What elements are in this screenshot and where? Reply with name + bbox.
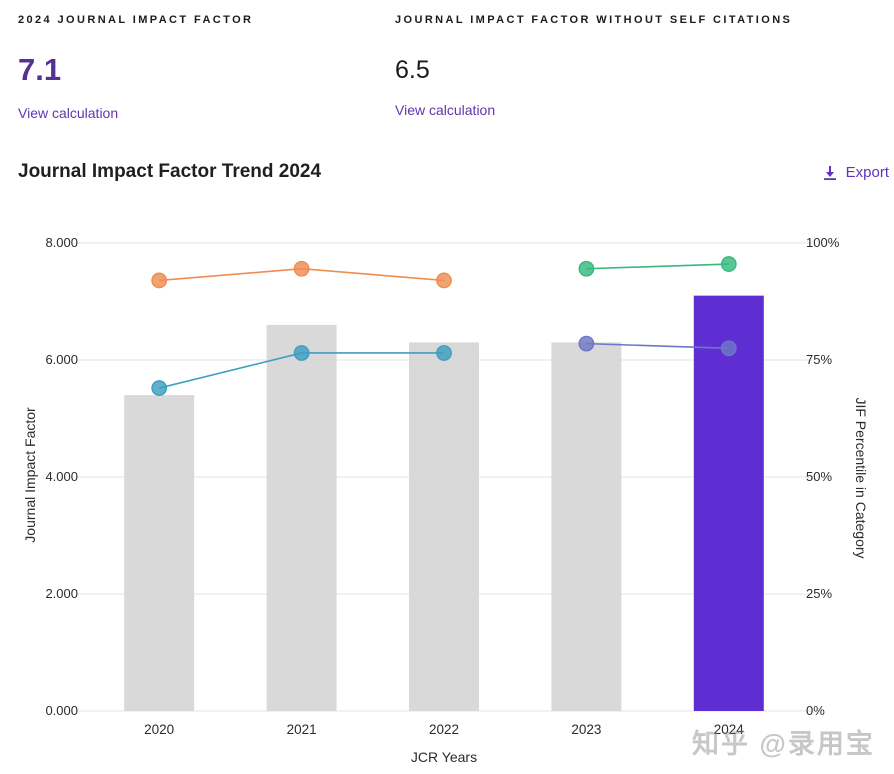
- jif-2024-stat: 2024 JOURNAL IMPACT FACTOR 7.1 View calc…: [18, 14, 253, 123]
- left-axis-tick: 8.000: [45, 235, 78, 250]
- bar-2023[interactable]: [551, 342, 622, 711]
- right-axis-tick: 50%: [806, 469, 833, 484]
- x-axis-label-2020: 2020: [144, 722, 175, 737]
- jif-percentile-line-3-point-2023[interactable]: [578, 260, 595, 277]
- jif-percentile-line-2-point-2022[interactable]: [436, 345, 452, 361]
- jif-2024-stat-value: 7.1: [18, 52, 62, 87]
- right-axis-tick: 25%: [806, 586, 833, 601]
- left-axis-tick: 6.000: [45, 352, 78, 367]
- jif-percentile-line-4-point-2023[interactable]: [578, 335, 595, 352]
- bar-2024[interactable]: [693, 295, 764, 711]
- export-button-label: Export: [845, 164, 889, 181]
- export-button[interactable]: Export: [822, 164, 889, 181]
- x-axis-title: JCR Years: [410, 749, 478, 765]
- jif-without-self-citations-label: JOURNAL IMPACT FACTOR WITHOUT SELF CITAT…: [395, 14, 793, 26]
- jif-percentile-line-4-point-2024[interactable]: [720, 340, 737, 357]
- jif-percentile-line-4: [586, 342, 729, 350]
- left-axis-tick: 2.000: [45, 586, 78, 601]
- left-axis-tick: 4.000: [45, 469, 78, 484]
- jif-percentile-line-1-point-2020[interactable]: [151, 272, 168, 289]
- jif-2024-stat-label: 2024 JOURNAL IMPACT FACTOR: [18, 14, 254, 26]
- jif-percentile-line-3: [586, 263, 729, 270]
- jif-without-self-citations-value: 6.5: [395, 56, 430, 84]
- jif-percentile-line-1-point-2021[interactable]: [293, 260, 310, 277]
- x-axis-label-2023: 2023: [571, 722, 602, 737]
- right-axis-tick: 75%: [806, 352, 833, 367]
- jif-percentile-line-1-point-2022[interactable]: [436, 272, 452, 289]
- download-icon: [823, 165, 836, 180]
- jif-without-self-view-calculation-link[interactable]: View calculation: [395, 102, 496, 118]
- x-axis-label-2024: 2024: [713, 722, 744, 737]
- plot-area: [76, 242, 812, 712]
- jif-percentile-line-3-point-2024[interactable]: [720, 256, 737, 272]
- bar-2020[interactable]: [124, 395, 195, 711]
- x-axis-label-2021: 2021: [286, 722, 317, 737]
- right-axis-tick: 0%: [806, 703, 825, 718]
- bar-2022[interactable]: [409, 342, 479, 711]
- jif-percentile-line-2-point-2020[interactable]: [151, 380, 168, 396]
- section-title: Journal Impact Factor Trend 2024: [18, 161, 322, 182]
- x-axis-label-2022: 2022: [428, 722, 460, 737]
- right-axis-tick: 100%: [806, 235, 840, 250]
- jif-percentile-line-2-point-2021[interactable]: [293, 345, 310, 361]
- jif-without-self-citations-stat: JOURNAL IMPACT FACTOR WITHOUT SELF CITAT…: [395, 14, 792, 120]
- left-axis-tick: 0.000: [45, 703, 78, 718]
- jif-view-calculation-link[interactable]: View calculation: [18, 105, 119, 121]
- bar-2021[interactable]: [266, 324, 337, 711]
- watermark: 知乎 @录用宝: [692, 729, 875, 759]
